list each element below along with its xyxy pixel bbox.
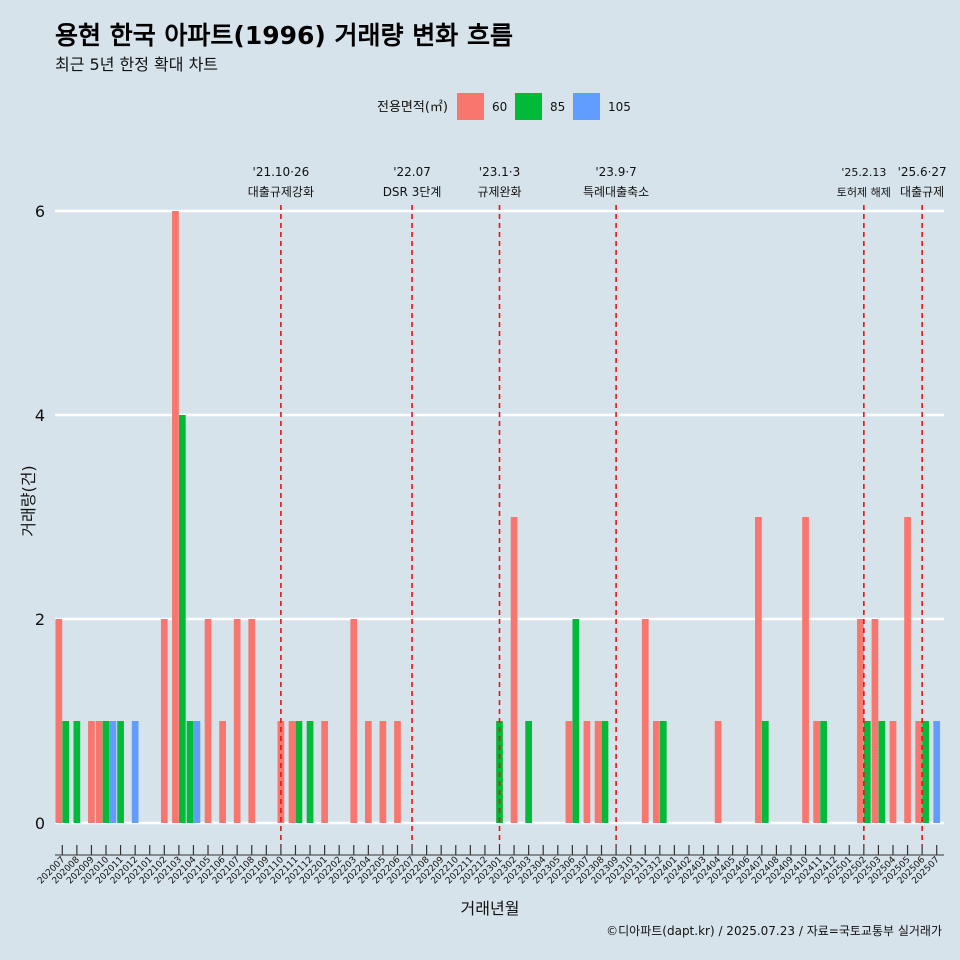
y-axis-label: 거래량(건) (19, 465, 38, 536)
bar-202011-85 (117, 721, 124, 823)
bar-202503-85 (878, 721, 886, 823)
bar-202008-85 (73, 721, 81, 823)
y-tick-label-0: 0 (35, 814, 45, 833)
bar-202010-105 (109, 721, 117, 823)
legend-swatch-105 (573, 93, 600, 120)
bar-202007-60 (55, 619, 63, 823)
chart-title: 용현 한국 아파트(1996) 거래량 변화 흐름 (55, 21, 513, 50)
bar-202411-60 (813, 721, 821, 823)
annotation-date-1: '22.07 (393, 165, 431, 179)
bar-202010-85 (102, 721, 110, 823)
legend: 전용면적(㎡) 60 85 105 (377, 93, 631, 120)
bar-202502-85 (863, 721, 871, 823)
bar-202105-60 (204, 619, 212, 823)
bar-202410-60 (802, 517, 809, 823)
bar-202302-60 (510, 517, 518, 823)
annotation-label-0: 대출규제강화 (248, 185, 314, 199)
bar-202010-60 (95, 721, 103, 823)
bar-202104-105 (193, 721, 201, 823)
bar-202201-60 (321, 721, 328, 823)
annotation-label-1: DSR 3단계 (383, 185, 442, 199)
bar-202312-85 (659, 721, 667, 823)
bar-202204-60 (364, 721, 372, 823)
bar-202312-60 (652, 721, 660, 823)
bar-202507-105 (933, 721, 941, 823)
bar-202407-60 (755, 517, 762, 823)
bar-202404-60 (714, 721, 722, 823)
annotation-date-0: '21.10·26 (253, 165, 310, 179)
bar-202505-60 (904, 517, 911, 823)
bar-202111-60 (288, 721, 296, 823)
bar-202411-85 (820, 721, 827, 823)
annotation-label-3: 특례대출축소 (583, 185, 649, 199)
legend-label-60: 60 (492, 100, 507, 114)
y-tick-label-4: 4 (35, 406, 45, 425)
bar-202103-85 (178, 415, 186, 823)
legend-label-105: 105 (608, 100, 631, 114)
bar-202205-60 (379, 721, 387, 823)
x-axis-label: 거래년월 (461, 899, 520, 918)
annotation-label-5: 대출규제 (900, 185, 944, 199)
bar-202112-85 (306, 721, 314, 823)
bar-202506-60 (915, 721, 923, 823)
legend-swatch-60 (457, 93, 484, 120)
bar-202107-60 (233, 619, 241, 823)
bar-202303-85 (525, 721, 532, 823)
bar-202102-60 (160, 619, 168, 823)
legend-title: 전용면적(㎡) (377, 100, 448, 115)
plot-area: 0246202007202008202009202010202011202012… (35, 165, 947, 886)
y-tick-label-6: 6 (35, 202, 45, 221)
bar-202203-60 (350, 619, 358, 823)
bar-202104-85 (186, 721, 194, 823)
legend-label-85: 85 (550, 100, 565, 114)
bar-202007-85 (62, 721, 70, 823)
bar-202103-60 (172, 211, 179, 823)
legend-swatch-85 (515, 93, 542, 120)
annotation-date-5: '25.6·27 (898, 165, 947, 179)
bar-202106-60 (219, 721, 226, 823)
annotation-label-2: 규제완화 (477, 185, 521, 199)
bar-202306-60 (565, 721, 573, 823)
bar-202308-60 (594, 721, 602, 823)
bar-202111-85 (295, 721, 303, 823)
bar-202307-60 (583, 721, 591, 823)
bar-202503-60 (871, 619, 879, 823)
y-tick-label-2: 2 (35, 610, 45, 629)
annotation-date-4: '25.2.13 (841, 166, 886, 179)
annotation-date-2: '23.1·3 (479, 165, 520, 179)
bar-202206-60 (394, 721, 401, 823)
bar-202311-60 (641, 619, 649, 823)
annotation-date-3: '23.9·7 (595, 165, 636, 179)
bar-202407-85 (761, 721, 769, 823)
chart-subtitle: 최근 5년 한정 확대 차트 (55, 55, 218, 74)
bar-202308-85 (601, 721, 609, 823)
bar-202502-60 (857, 619, 864, 823)
bar-202108-60 (248, 619, 256, 823)
bar-202012-105 (131, 721, 139, 823)
annotation-label-4: 토허제 해제 (837, 185, 891, 199)
bar-202306-85 (572, 619, 580, 823)
bar-202504-60 (889, 721, 897, 823)
bar-202506-85 (922, 721, 929, 823)
bar-202009-60 (88, 721, 95, 823)
caption: ©디아파트(dapt.kr) / 2025.07.23 / 자료=국토교통부 실… (606, 924, 942, 938)
